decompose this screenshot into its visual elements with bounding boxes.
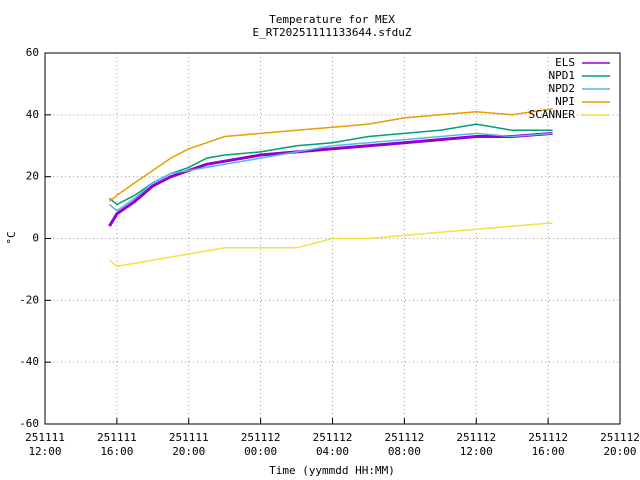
- x-tick-label: 251111 20:00: [169, 431, 209, 458]
- x-tick-label: 251112 08:00: [385, 431, 425, 458]
- y-tick-label: 0: [32, 232, 39, 245]
- series-line: [108, 222, 553, 268]
- legend-label: NPI: [555, 95, 575, 108]
- y-tick-label: -20: [19, 293, 39, 306]
- x-tick-label: 251111 12:00: [25, 431, 65, 458]
- y-tick-label: 40: [26, 108, 39, 121]
- series-line: [108, 131, 553, 227]
- legend-label: SCANNER: [529, 108, 576, 121]
- series-line: [108, 132, 553, 212]
- y-tick-label: -60: [19, 417, 39, 430]
- legend-label: NPD2: [549, 82, 576, 95]
- x-tick-label: 251112 00:00: [241, 431, 281, 458]
- x-tick-label: 251112 16:00: [528, 431, 568, 458]
- plot-frame: [44, 52, 621, 425]
- series-line: [108, 123, 553, 206]
- chart-subtitle: E_RT20251111133644.sfduZ: [253, 26, 412, 39]
- legend-label: ELS: [555, 56, 575, 69]
- x-axis-label: Time (yymmdd HH:MM): [269, 464, 395, 477]
- x-tick-label: 251112 04:00: [313, 431, 353, 458]
- x-tick-label: 251112 20:00: [600, 431, 640, 458]
- y-tick-label: 60: [26, 46, 39, 59]
- y-tick-label: -40: [19, 355, 39, 368]
- x-tick-label: 251112 12:00: [456, 431, 496, 458]
- x-tick-label: 251111 16:00: [97, 431, 137, 458]
- series-line: [108, 107, 553, 202]
- y-tick-label: 20: [26, 170, 39, 183]
- chart-title: Temperature for MEX: [269, 13, 395, 26]
- legend-label: NPD1: [549, 69, 576, 82]
- y-axis-label: °C: [5, 231, 18, 244]
